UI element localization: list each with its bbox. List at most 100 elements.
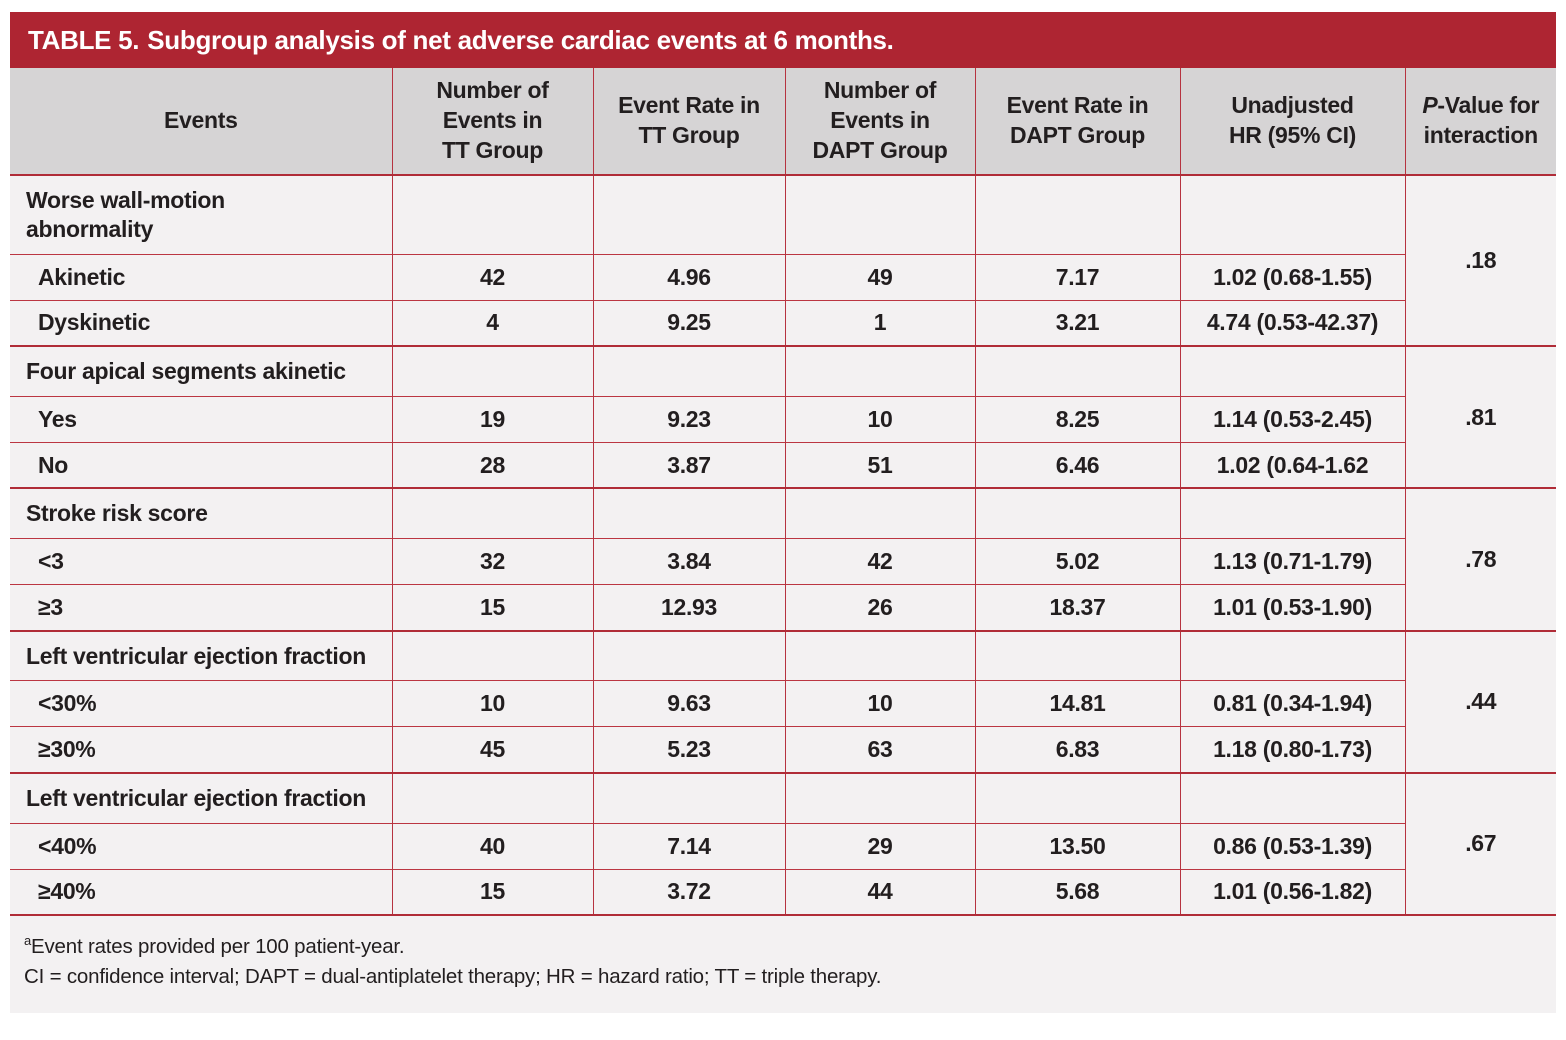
row-label: ≥30% <box>10 726 392 773</box>
table-row: <40% 40 7.14 29 13.50 0.86 (0.53-1.39) <box>10 822 1556 869</box>
column-header-n-dapt: Number of Events in DAPT Group <box>784 68 975 176</box>
table-row: <3 32 3.84 42 5.02 1.13 (0.71-1.79) <box>10 538 1556 585</box>
data-cell: 32 <box>391 538 593 585</box>
empty-cell <box>784 174 975 254</box>
empty-cell <box>784 629 975 681</box>
group-label: Worse wall-motion abnormality <box>10 174 392 254</box>
empty-cell <box>784 344 975 397</box>
data-cell: 1.02 (0.68-1.55) <box>1179 253 1405 300</box>
data-cell: 14.81 <box>974 680 1180 727</box>
data-cell: 3.87 <box>592 441 785 489</box>
column-header-hr: Unadjusted HR (95% CI) <box>1179 68 1405 176</box>
group-label: Left ventricular ejection fraction <box>10 629 392 681</box>
group-row: Four apical segments akinetic .81 <box>10 344 1556 489</box>
table-row: Dyskinetic 4 9.25 1 3.21 4.74 (0.53-42.3… <box>10 299 1556 346</box>
footnote-event-rates: aEvent rates provided per 100 patient-ye… <box>24 933 405 958</box>
data-cell: 4 <box>391 299 593 346</box>
table-footnotes: aEvent rates provided per 100 patient-ye… <box>10 916 1556 1014</box>
data-cell: 3.72 <box>592 868 785 915</box>
p-value-cell: .67 <box>1404 771 1556 915</box>
p-value-cell: .18 <box>1404 174 1556 346</box>
table-row: ≥3 15 12.93 26 18.37 1.01 (0.53-1.90) <box>10 584 1556 631</box>
data-cell: 45 <box>391 726 593 773</box>
row-label: Yes <box>10 395 392 443</box>
data-cell: 4.74 (0.53-42.37) <box>1179 299 1405 346</box>
data-cell: 1.01 (0.56-1.82) <box>1179 868 1405 915</box>
table-row: Akinetic 42 4.96 49 7.17 1.02 (0.68-1.55… <box>10 253 1556 300</box>
data-cell: 7.14 <box>592 822 785 869</box>
row-label: Akinetic <box>10 253 392 300</box>
group-row: Left ventricular ejection fraction .44 <box>10 629 1556 773</box>
group-row: Stroke risk score .78 <box>10 487 1556 631</box>
row-label: <40% <box>10 822 392 869</box>
empty-cell <box>391 629 593 681</box>
data-cell: 1 <box>784 299 975 346</box>
data-cell: 26 <box>784 584 975 631</box>
empty-cell <box>592 771 785 823</box>
column-header-n-tt: Number of Events in TT Group <box>391 68 593 176</box>
data-cell: 5.02 <box>974 538 1180 585</box>
data-cell: 6.83 <box>974 726 1180 773</box>
data-cell: 15 <box>391 868 593 915</box>
data-cell: 0.81 (0.34-1.94) <box>1179 680 1405 727</box>
column-header-rate-tt: Event Rate in TT Group <box>592 68 785 176</box>
table-row: No 28 3.87 51 6.46 1.02 (0.64-1.62 <box>10 441 1556 489</box>
row-label: <30% <box>10 680 392 727</box>
data-cell: 51 <box>784 441 975 489</box>
row-label: Dyskinetic <box>10 299 392 346</box>
data-cell: 42 <box>784 538 975 585</box>
data-cell: 5.23 <box>592 726 785 773</box>
table-row: ≥30% 45 5.23 63 6.83 1.18 (0.80-1.73) <box>10 726 1556 773</box>
data-cell: 1.01 (0.53-1.90) <box>1179 584 1405 631</box>
empty-cell <box>1179 629 1405 681</box>
data-cell: 4.96 <box>592 253 785 300</box>
data-cell: 1.02 (0.64-1.62 <box>1179 441 1405 489</box>
p-value-cell: .78 <box>1404 487 1556 631</box>
empty-cell <box>1179 174 1405 254</box>
empty-cell <box>1179 487 1405 539</box>
table-header: Events Number of Events in TT Group Even… <box>10 68 1556 176</box>
empty-cell <box>592 487 785 539</box>
data-cell: 10 <box>391 680 593 727</box>
empty-cell <box>391 487 593 539</box>
empty-cell <box>1179 344 1405 397</box>
data-cell: 9.23 <box>592 395 785 443</box>
row-label: No <box>10 441 392 489</box>
data-cell: 44 <box>784 868 975 915</box>
data-cell: 10 <box>784 680 975 727</box>
table-title: Subgroup analysis of net adverse cardiac… <box>147 24 894 55</box>
column-header-p-value: P-Value for interaction <box>1404 68 1556 176</box>
data-cell: 13.50 <box>974 822 1180 869</box>
group-label: Left ventricular ejection fraction <box>10 771 392 823</box>
empty-cell <box>592 629 785 681</box>
row-label: ≥3 <box>10 584 392 631</box>
empty-cell <box>391 174 593 254</box>
data-cell: 18.37 <box>974 584 1180 631</box>
empty-cell <box>974 174 1180 254</box>
column-header-events: Events <box>10 68 392 176</box>
empty-cell <box>391 344 593 397</box>
subgroup-analysis-table: Events Number of Events in TT Group Even… <box>10 68 1556 916</box>
data-cell: 19 <box>391 395 593 443</box>
table-figure: TABLE 5. Subgroup analysis of net adverse… <box>10 12 1556 1014</box>
empty-cell <box>592 344 785 397</box>
table-row: <30% 10 9.63 10 14.81 0.81 (0.34-1.94) <box>10 680 1556 727</box>
empty-cell <box>974 487 1180 539</box>
empty-cell <box>784 771 975 823</box>
p-value-cell: .44 <box>1404 629 1556 773</box>
data-cell: 7.17 <box>974 253 1180 300</box>
empty-cell <box>1179 771 1405 823</box>
data-cell: 28 <box>391 441 593 489</box>
data-cell: 3.21 <box>974 299 1180 346</box>
table-row: ≥40% 15 3.72 44 5.68 1.01 (0.56-1.82) <box>10 868 1556 915</box>
empty-cell <box>974 771 1180 823</box>
p-value-cell: .81 <box>1404 344 1556 489</box>
data-cell: 6.46 <box>974 441 1180 489</box>
data-cell: 1.13 (0.71-1.79) <box>1179 538 1405 585</box>
footnote-marker: a <box>24 933 32 949</box>
data-cell: 40 <box>391 822 593 869</box>
table-number: TABLE 5. <box>28 24 140 55</box>
empty-cell <box>784 487 975 539</box>
table-row: Yes 19 9.23 10 8.25 1.14 (0.53-2.45) <box>10 395 1556 443</box>
data-cell: 15 <box>391 584 593 631</box>
